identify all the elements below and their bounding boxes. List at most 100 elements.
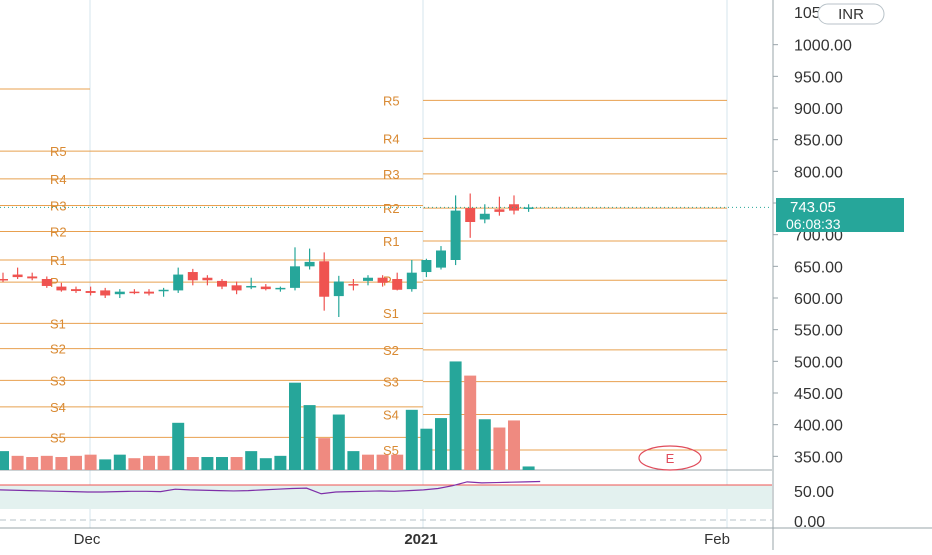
price-axis-label: 1000.00 bbox=[794, 38, 852, 55]
volume-bar bbox=[216, 457, 228, 470]
price-axis-label: 350.00 bbox=[794, 449, 843, 466]
volume-bar bbox=[420, 428, 433, 470]
volume-bar bbox=[362, 454, 374, 470]
candle-body bbox=[523, 207, 534, 209]
candle bbox=[392, 272, 403, 291]
candle bbox=[231, 281, 242, 295]
volume-bar bbox=[55, 457, 68, 470]
volume-bar bbox=[128, 458, 141, 470]
price-axis-label: 450.00 bbox=[794, 386, 843, 403]
price-axis-label: 400.00 bbox=[794, 418, 843, 435]
volume-bar bbox=[143, 455, 155, 470]
candle bbox=[187, 268, 198, 286]
pivot-label: R2 bbox=[383, 201, 400, 216]
candle-body bbox=[12, 274, 23, 278]
time-axis-label: Dec bbox=[74, 531, 101, 548]
candle-body bbox=[333, 281, 344, 297]
candle-body bbox=[260, 286, 271, 290]
candle-body bbox=[494, 209, 505, 212]
volume-bar bbox=[84, 454, 97, 470]
candle bbox=[0, 272, 8, 283]
volume-bar bbox=[0, 451, 9, 470]
candle bbox=[27, 272, 38, 281]
volume-bar bbox=[478, 419, 491, 470]
candle bbox=[436, 246, 446, 270]
rsi-band bbox=[0, 485, 772, 509]
time-axis-label: 2021 bbox=[404, 531, 437, 548]
price-axis-label: 650.00 bbox=[794, 259, 843, 276]
last-price-label: 743.05 bbox=[790, 199, 836, 216]
bar-countdown-label: 06:08:33 bbox=[786, 216, 841, 232]
earnings-marker-label: E bbox=[666, 451, 675, 466]
candle-body bbox=[450, 210, 461, 260]
candle-body bbox=[71, 289, 81, 292]
volume-bar bbox=[405, 409, 418, 470]
pivot-label: R2 bbox=[50, 225, 67, 240]
candle bbox=[319, 252, 330, 311]
volume-bar bbox=[186, 457, 199, 470]
rsi-pane[interactable] bbox=[0, 480, 772, 521]
candle-body bbox=[85, 291, 96, 293]
candle-body bbox=[377, 277, 388, 283]
price-axis-label: 850.00 bbox=[794, 133, 843, 150]
candle-body bbox=[202, 277, 213, 281]
candle bbox=[406, 260, 417, 292]
pivot-label: R5 bbox=[50, 144, 67, 159]
volume-bar bbox=[157, 455, 170, 470]
candle-body bbox=[144, 291, 154, 294]
volume-bar bbox=[274, 455, 287, 470]
pivot-label: S4 bbox=[383, 408, 399, 423]
candlesticks[interactable] bbox=[0, 193, 772, 318]
rsi-line bbox=[0, 480, 541, 495]
pivot-label: R4 bbox=[383, 131, 400, 146]
candle-body bbox=[246, 285, 257, 288]
rsi-axis-label: 50.00 bbox=[794, 484, 834, 501]
price-axis-label: 950.00 bbox=[794, 69, 843, 86]
pivot-label: S5 bbox=[383, 443, 399, 458]
volume-bar bbox=[318, 438, 331, 470]
pivot-label: R5 bbox=[383, 93, 400, 108]
earnings-marker[interactable]: E bbox=[638, 445, 702, 471]
candle-body bbox=[436, 250, 446, 268]
price-axis-label: 600.00 bbox=[794, 291, 843, 308]
candle-body bbox=[114, 291, 125, 295]
volume-bars bbox=[0, 361, 535, 470]
candle-body bbox=[319, 261, 330, 297]
candle bbox=[202, 275, 213, 286]
candle bbox=[333, 275, 344, 317]
price-axis-label: 550.00 bbox=[794, 323, 843, 340]
rsi-axis-label: 0.00 bbox=[794, 514, 825, 531]
candle bbox=[275, 286, 286, 292]
last-price-tag: 743.05 06:08:33 bbox=[776, 198, 904, 232]
volume-bar bbox=[11, 455, 24, 470]
candle-body bbox=[158, 289, 169, 292]
volume-bar bbox=[332, 414, 345, 470]
pivot-label: S1 bbox=[383, 306, 399, 321]
volume-bar bbox=[449, 361, 462, 470]
candle bbox=[100, 287, 111, 298]
candle-body bbox=[479, 213, 490, 220]
volume-bar bbox=[493, 427, 506, 470]
candle bbox=[217, 279, 227, 290]
volume-bar bbox=[376, 454, 389, 470]
candle-body bbox=[100, 290, 111, 296]
volume-bar bbox=[26, 457, 39, 470]
pivot-label: S4 bbox=[50, 400, 66, 415]
pivot-label: R4 bbox=[50, 172, 67, 187]
volume-bar bbox=[391, 454, 404, 470]
volume-bar bbox=[70, 455, 82, 470]
candle bbox=[173, 267, 184, 293]
pivot-points-indicator: R5R4R3R2R1PS1S2S3S4S5R5R4R3R2R1PS1S2S3S4… bbox=[0, 88, 727, 458]
candle-body bbox=[41, 279, 52, 286]
pivot-label: P bbox=[50, 275, 59, 290]
currency-badge[interactable]: INR bbox=[817, 3, 885, 25]
candle-body bbox=[56, 286, 67, 291]
volume-bar bbox=[99, 459, 112, 470]
candle-body bbox=[304, 261, 315, 267]
price-axis[interactable]: 1000.00950.00900.00850.00800.00750.00700… bbox=[74, 38, 852, 548]
candle bbox=[260, 284, 271, 291]
candle-body bbox=[348, 284, 359, 286]
volume-bar bbox=[508, 420, 520, 470]
